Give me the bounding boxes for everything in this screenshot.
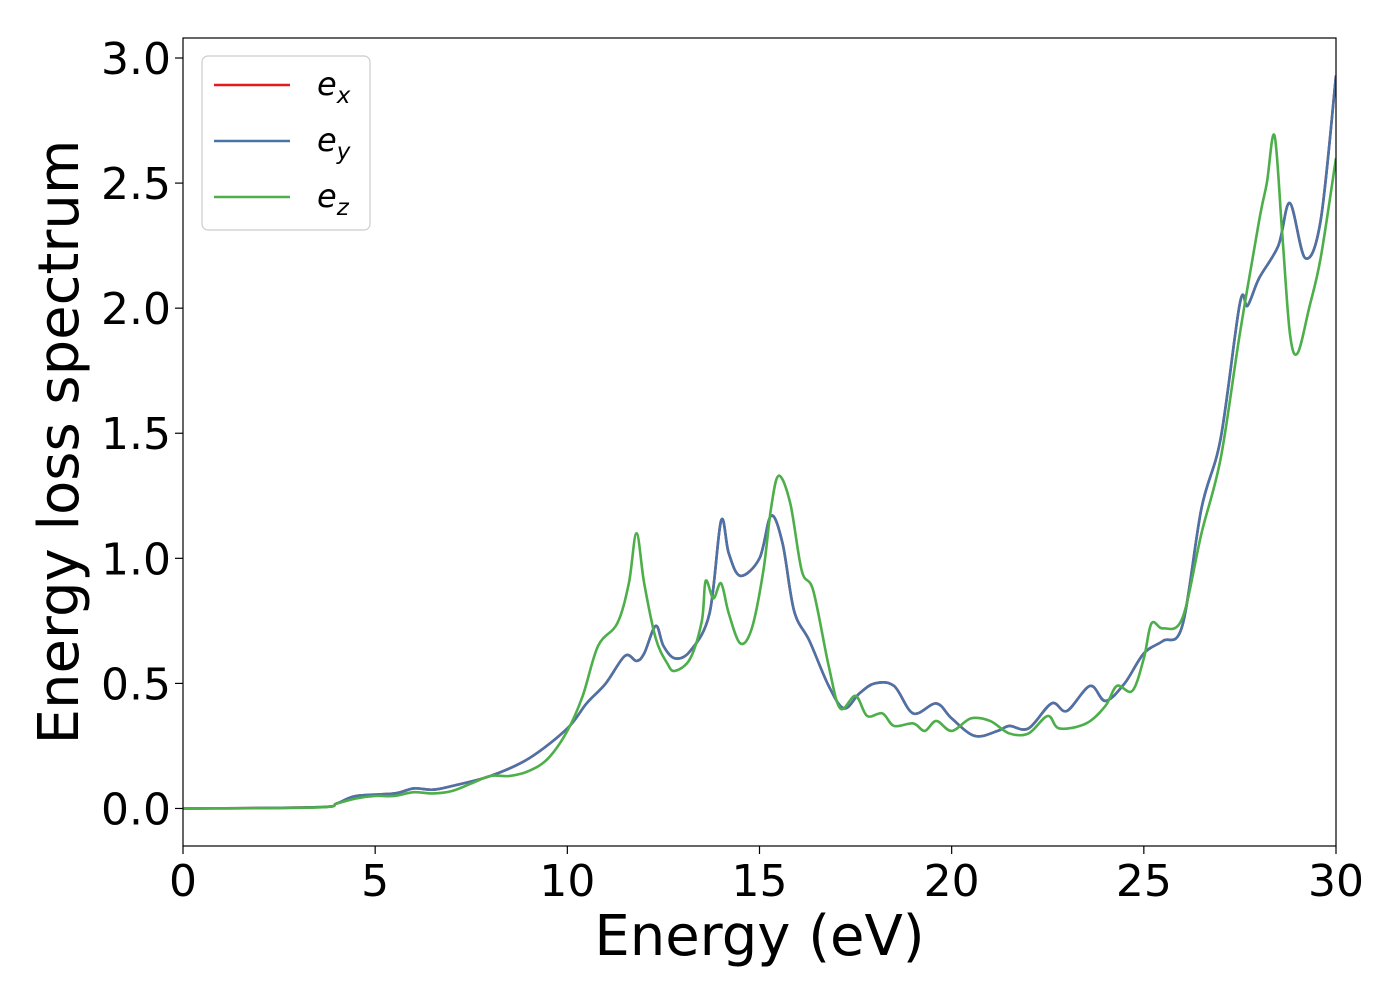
legend-label-e-x: ex — [317, 65, 351, 109]
ticks-layer: 0 5 10 15 20 25 30 0.0 0.5 1.0 1.5 2.0 2.5 3.0 — [101, 34, 1364, 907]
x-tick-label: 0 — [169, 856, 197, 907]
legend-label-e-y: ey — [317, 121, 351, 165]
y-tick-label: 1.5 — [101, 409, 171, 460]
series-layer — [183, 75, 1336, 810]
x-tick-label: 30 — [1308, 856, 1364, 907]
series-line-e-y — [183, 75, 1336, 810]
y-axis-title: Energy loss spectrum — [27, 140, 92, 745]
legend-label-e-z: ez — [317, 177, 350, 221]
legend: ex ey ez — [201, 55, 371, 231]
x-tick-label: 10 — [539, 856, 595, 907]
y-tick-label: 2.5 — [101, 159, 171, 210]
y-tick-label: 1.0 — [101, 534, 171, 585]
x-axis-title: Energy (eV) — [594, 904, 924, 969]
y-tick-label: 2.0 — [101, 284, 171, 335]
y-tick-label: 0.0 — [101, 784, 171, 835]
x-tick-label: 5 — [361, 856, 389, 907]
x-tick-label: 15 — [732, 856, 788, 907]
legend-box — [201, 55, 371, 231]
series-line-e-z — [183, 133, 1336, 810]
x-tick-label: 20 — [924, 856, 980, 907]
x-tick-label: 25 — [1116, 856, 1172, 907]
y-tick-label: 3.0 — [101, 34, 171, 85]
y-tick-label: 0.5 — [101, 659, 171, 710]
